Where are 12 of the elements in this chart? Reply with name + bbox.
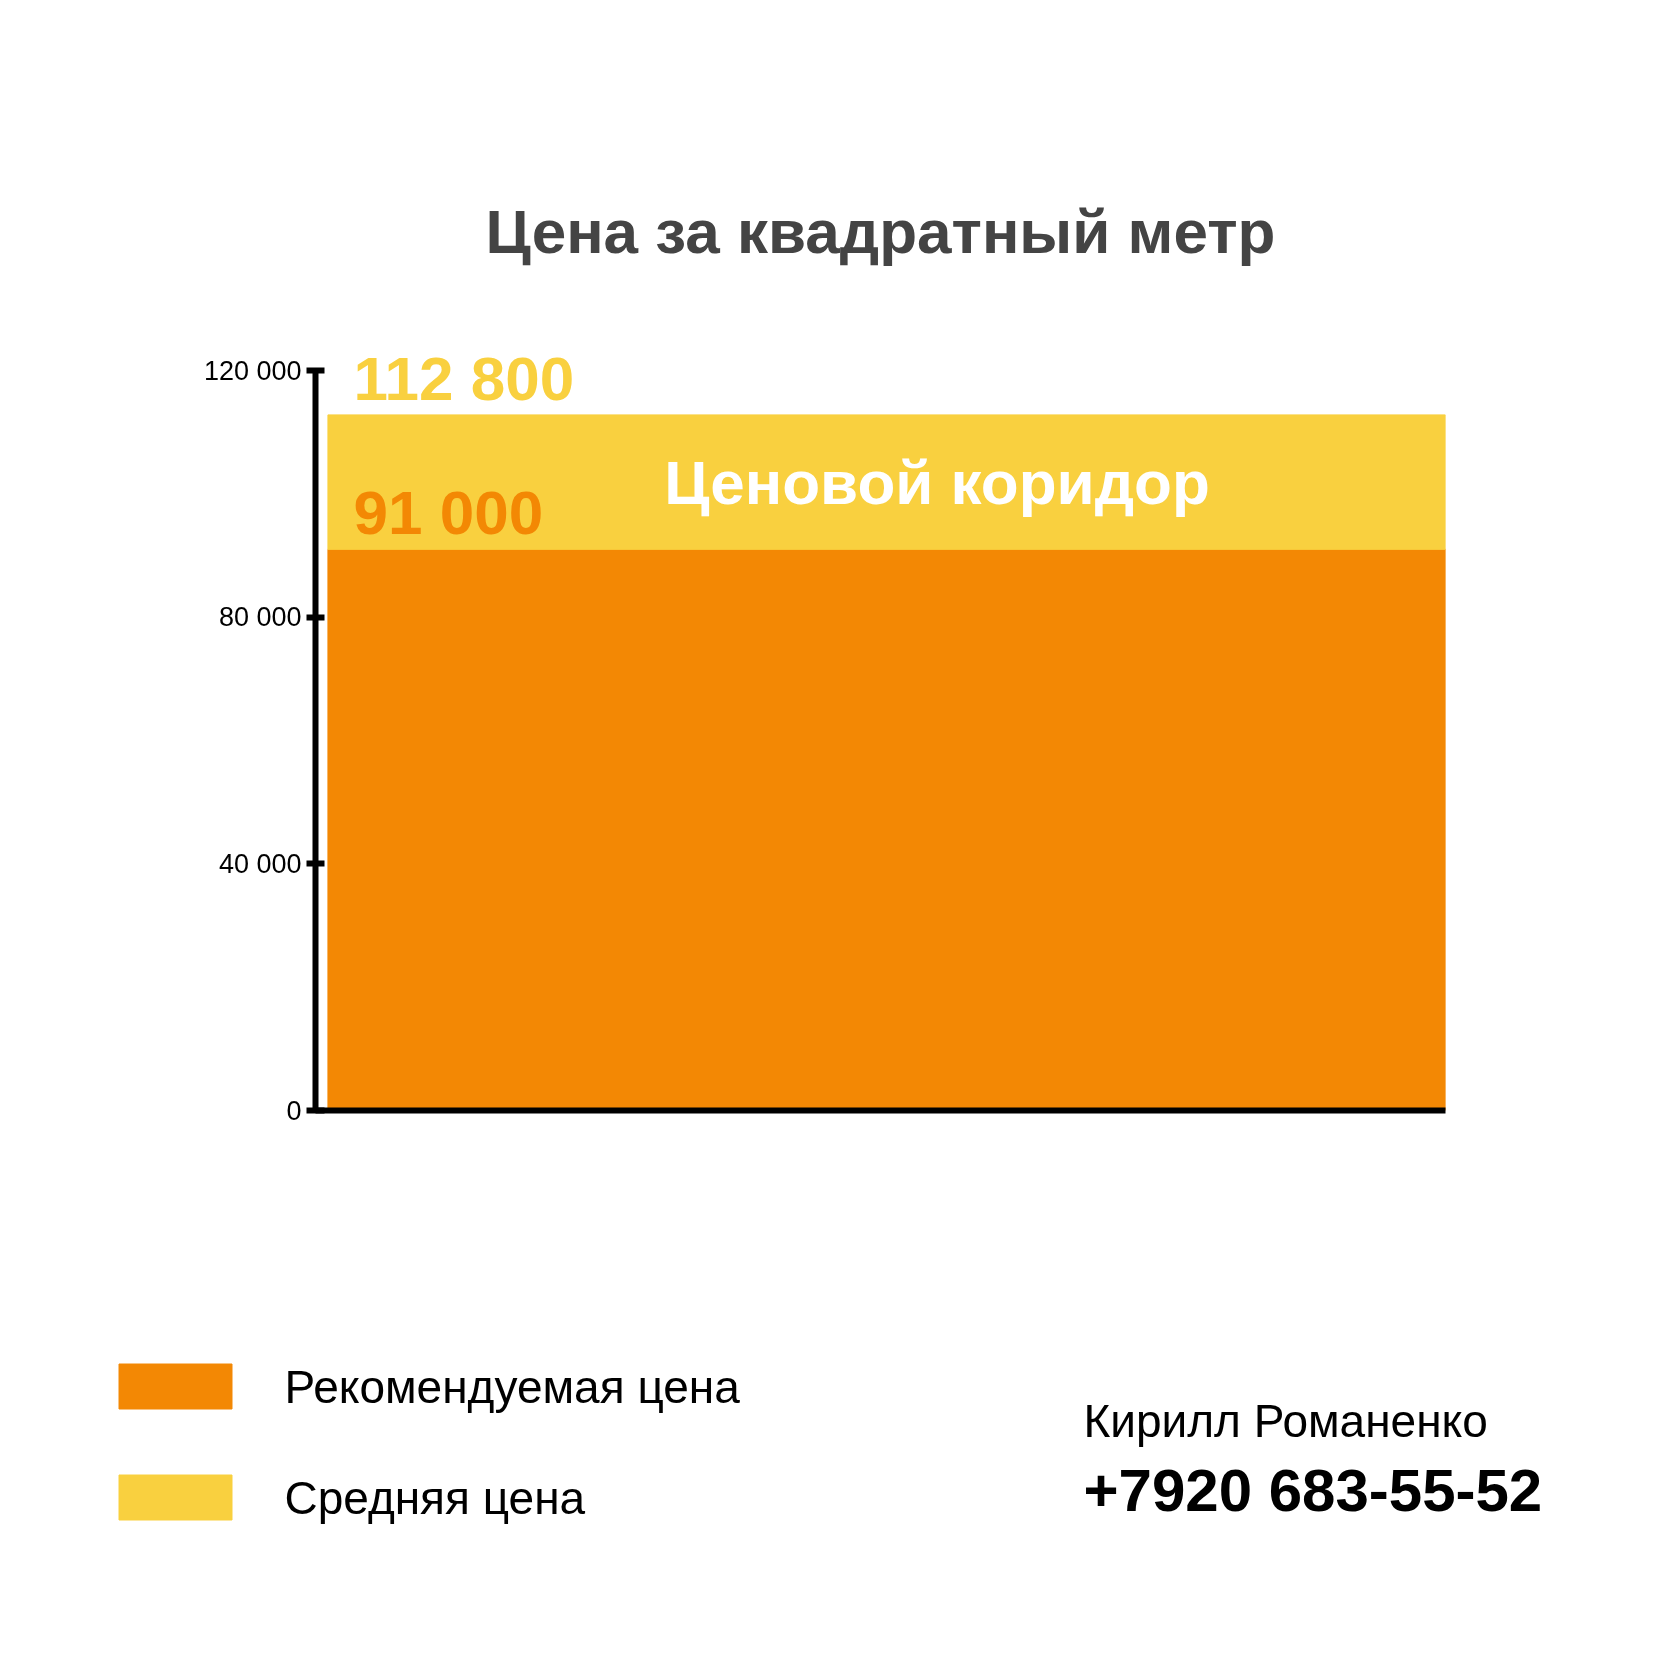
text: +7920 683-55-52 bbox=[1083, 1457, 1543, 1524]
total-label: 112 800 bbox=[353, 343, 575, 413]
data-label: 91 000 bbox=[353, 478, 544, 548]
chart-title: Цена за квадратный метр bbox=[485, 196, 1276, 266]
legend-label: Средняя цена bbox=[284, 1471, 586, 1524]
y-tick-label: 0 bbox=[286, 1095, 302, 1126]
y-tick-label: 120 000 bbox=[203, 355, 302, 386]
text: Кирилл Романенко bbox=[1083, 1394, 1488, 1447]
annotation: Ценовой коридор bbox=[664, 447, 1210, 517]
legend-label: Рекомендуемая цена bbox=[284, 1360, 741, 1413]
y-tick-label: 80 000 bbox=[218, 602, 302, 633]
y-tick-label: 40 000 bbox=[218, 848, 302, 879]
